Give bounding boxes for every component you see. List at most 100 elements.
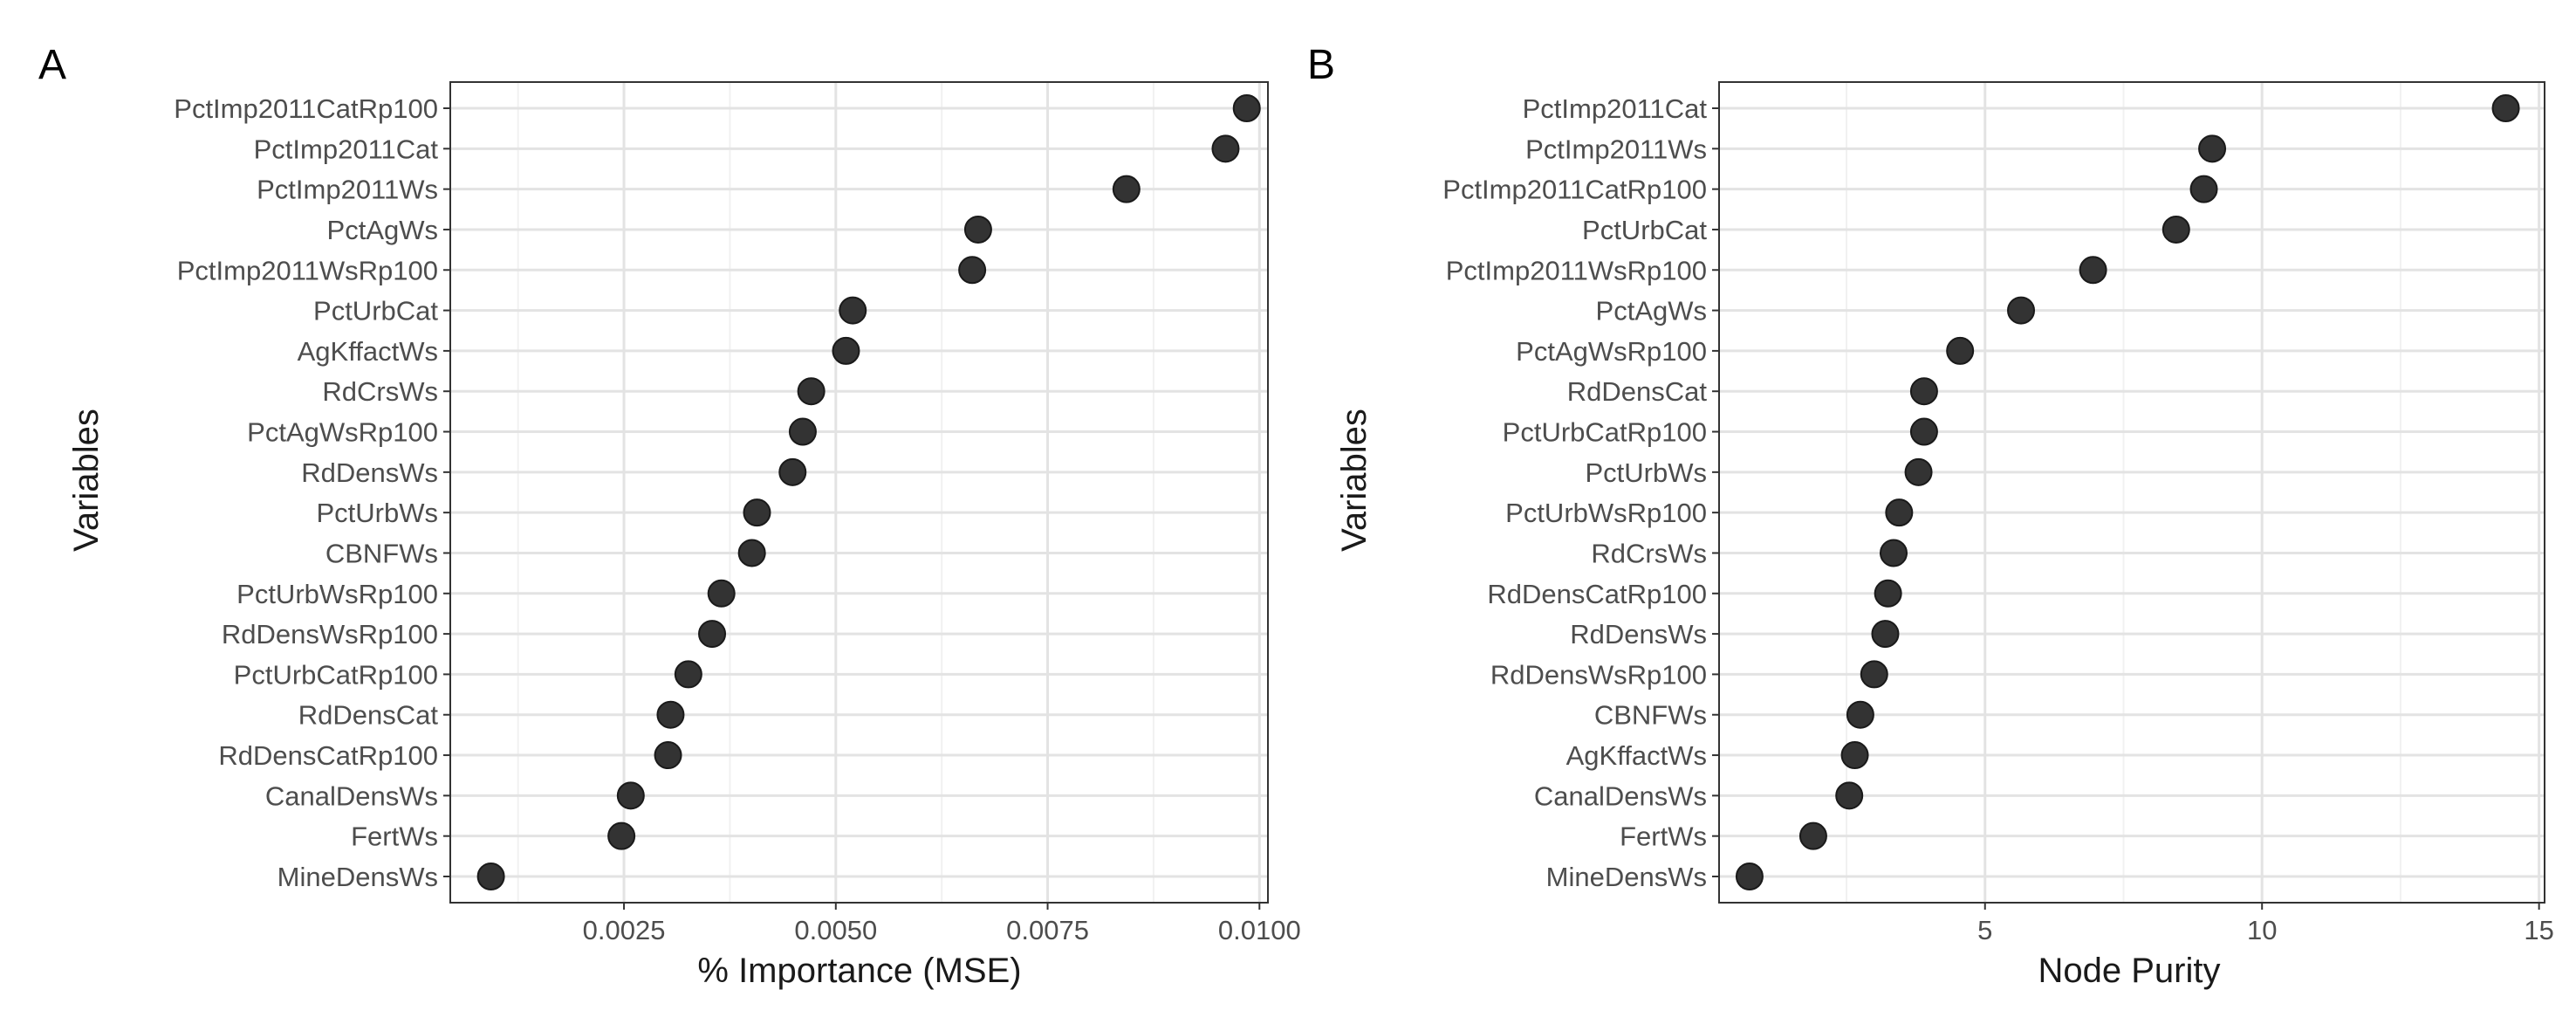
panel-a-data-point bbox=[654, 741, 682, 770]
panel-a-data-point bbox=[788, 417, 817, 446]
panel-a-x-tick-label: 0.0025 bbox=[583, 915, 666, 945]
panel-a-y-axis-title: Variables bbox=[67, 409, 106, 552]
panel-b-y-tick-label: PctImp2011Cat bbox=[1523, 93, 1708, 124]
panel-a-data-point bbox=[1211, 134, 1240, 163]
panel-a-x-tick-label: 0.0050 bbox=[794, 915, 877, 945]
panel-b-y-tick-label: FertWs bbox=[1620, 821, 1707, 852]
panel-a-data-point bbox=[698, 620, 727, 649]
panel-a-data-point bbox=[607, 821, 636, 850]
panel-b-y-tick-label: PctAgWsRp100 bbox=[1516, 336, 1707, 367]
panel-b-y-tick-label: RdDensWs bbox=[1570, 619, 1707, 650]
panel-b-data-point bbox=[1874, 579, 1902, 608]
panel-a-y-tick-label: PctImp2011CatRp100 bbox=[174, 93, 438, 124]
panel-b-data-point bbox=[2198, 134, 2227, 163]
panel-b-data-point bbox=[1909, 377, 1938, 406]
panel-a-y-tick-label: CBNFWs bbox=[325, 538, 438, 568]
panel-b-data-point bbox=[1735, 863, 1764, 890]
panel-b-y-tick-label: AgKffactWs bbox=[1566, 740, 1707, 771]
panel-a-x-tick-label: 0.0075 bbox=[1006, 915, 1089, 945]
panel-b-data-point bbox=[1846, 700, 1874, 729]
panel-b-y-tick-label: RdDensCat bbox=[1567, 376, 1708, 407]
panel-b: B Variables Node Purity PctImp2011CatPct… bbox=[1307, 42, 2554, 990]
panel-a-y-tick-label: PctImp2011WsRp100 bbox=[177, 255, 438, 285]
panel-b-data-point bbox=[1909, 417, 1938, 446]
panel-b-y-tick-label: PctUrbCatRp100 bbox=[1503, 417, 1707, 448]
panel-a-data-point bbox=[656, 700, 685, 729]
panel-a-data-point bbox=[743, 498, 771, 527]
panel-a-data-point bbox=[797, 377, 826, 406]
panel-a-data-point bbox=[839, 296, 867, 325]
panel-b-y-tick-label: PctImp2011WsRp100 bbox=[1446, 255, 1707, 285]
panel-b-x-tick-label: 15 bbox=[2524, 915, 2553, 945]
panel-a-y-tick-label: PctUrbWs bbox=[317, 498, 439, 528]
panel-b-y-tick-label: RdDensCatRp100 bbox=[1487, 579, 1707, 609]
panel-b-data-point bbox=[2079, 256, 2107, 285]
panel-a-y-tick-label: AgKffactWs bbox=[298, 336, 438, 367]
panel-a-x-axis-title: % Importance (MSE) bbox=[697, 952, 1021, 990]
panel-b-data-point bbox=[2491, 94, 2520, 122]
panel-b-y-tick-label: CanalDensWs bbox=[1534, 780, 1707, 811]
panel-b-y-tick-label: RdCrsWs bbox=[1591, 538, 1707, 568]
panel-a-plot-area: PctImp2011CatRp100 PctImp2011Cat PctImp201… bbox=[174, 81, 1301, 945]
panel-a-y-tick-label: MineDensWs bbox=[277, 862, 438, 892]
panel-b-y-tick-label: PctAgWs bbox=[1596, 296, 1707, 326]
panel-a-data-point bbox=[737, 539, 766, 567]
panel-b-data-point bbox=[1835, 781, 1864, 810]
panel-b-y-tick-label: MineDensWs bbox=[1546, 862, 1707, 892]
panel-a-panel-border bbox=[449, 81, 1269, 904]
panel-a-data-point bbox=[1112, 175, 1141, 203]
panel-a-data-point bbox=[958, 256, 987, 285]
panel-b-tag: B bbox=[1307, 42, 1335, 88]
panel-a-y-tick-label: PctUrbWsRp100 bbox=[236, 579, 438, 609]
panel-b-data-point bbox=[1946, 336, 1975, 365]
panel-a-tag: A bbox=[38, 42, 66, 88]
panel-b-x-axis-title: Node Purity bbox=[2038, 952, 2221, 990]
panel-a-data-point bbox=[476, 863, 505, 890]
panel-a-y-tick-label: RdDensWsRp100 bbox=[222, 619, 438, 650]
panel-b-data-point bbox=[1879, 539, 1908, 567]
panel-a-y-tick-label: PctImp2011Cat bbox=[254, 134, 439, 164]
panel-b-data-point bbox=[1871, 620, 1900, 649]
panel-b-data-point bbox=[1860, 660, 1888, 689]
panel-a-y-tick-label: PctAgWs bbox=[327, 215, 438, 245]
panel-a-y-tick-label: CanalDensWs bbox=[265, 780, 438, 811]
panel-a-y-tick-label: PctUrbCat bbox=[313, 296, 438, 326]
panel-a-x-tick-label: 0.0100 bbox=[1218, 915, 1301, 945]
panel-b-y-tick-label: PctImp2011CatRp100 bbox=[1442, 175, 1707, 205]
panel-b-y-tick-label: PctUrbWsRp100 bbox=[1505, 498, 1707, 528]
panel-b-data-point bbox=[2162, 215, 2190, 244]
panel-a-y-tick-label: PctAgWsRp100 bbox=[247, 417, 438, 448]
panel-a-data-point bbox=[707, 579, 736, 608]
panel-b-data-point bbox=[1885, 498, 1914, 527]
panel-b-y-tick-label: RdDensWsRp100 bbox=[1490, 659, 1707, 690]
panel-b-data-point bbox=[1904, 457, 1933, 486]
panel-a-y-tick-label: RdDensCatRp100 bbox=[218, 740, 438, 771]
panel-b-data-point bbox=[2007, 296, 2036, 325]
panel-b-y-axis-title: Variables bbox=[1335, 409, 1374, 552]
panel-a-y-tick-label: FertWs bbox=[351, 821, 438, 852]
panel-b-y-tick-label: PctImp2011Ws bbox=[1525, 134, 1707, 164]
panel-b-data-point bbox=[2189, 175, 2218, 203]
panel-a-y-tick-label: RdCrsWs bbox=[322, 376, 438, 407]
panel-b-y-tick-label: CBNFWs bbox=[1594, 700, 1707, 731]
panel-a-data-point bbox=[963, 215, 992, 244]
panel-b-data-point bbox=[1798, 821, 1827, 850]
panel-a-data-point bbox=[1232, 94, 1261, 122]
panel-b-x-tick-label: 5 bbox=[1977, 915, 1992, 945]
panel-b-y-tick-label: PctUrbWs bbox=[1586, 457, 1708, 488]
panel-a-data-point bbox=[616, 781, 645, 810]
panel-a-y-tick-label: PctUrbCatRp100 bbox=[234, 659, 438, 690]
panel-a-data-point bbox=[674, 660, 702, 689]
panel-b-y-tick-label: PctUrbCat bbox=[1582, 215, 1707, 245]
panel-b-panel-border bbox=[1718, 81, 2545, 904]
panel-a-data-point bbox=[832, 336, 860, 365]
panel-b-plot-area: PctImp2011Cat PctImp2011Ws PctImp2011CatRp… bbox=[1442, 81, 2554, 945]
panel-a-y-tick-label: PctImp2011Ws bbox=[257, 175, 438, 205]
panel-a-y-tick-label: RdDensWs bbox=[301, 457, 438, 488]
panel-a-y-tick-label: RdDensCat bbox=[298, 700, 439, 731]
panel-a-data-point bbox=[778, 457, 807, 486]
panel-a: A Variables % Importance (MSE) PctImp201… bbox=[38, 42, 1301, 990]
panel-b-x-tick-label: 10 bbox=[2247, 915, 2277, 945]
